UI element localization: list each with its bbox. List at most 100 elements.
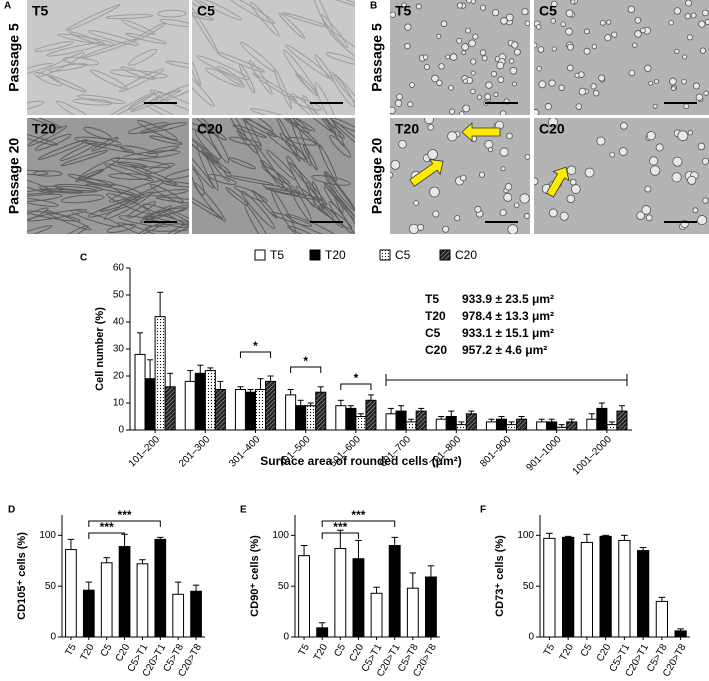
image-label: T5 [395, 3, 412, 19]
cell [192, 168, 205, 196]
image-label: T20 [32, 121, 56, 137]
cell [503, 192, 513, 202]
y-tick-label: 60 [113, 263, 125, 274]
cell [460, 174, 467, 182]
cell [90, 69, 128, 90]
cell [484, 93, 492, 101]
cell [407, 101, 414, 108]
cell [648, 80, 654, 86]
bar [425, 576, 437, 638]
bar [580, 541, 593, 638]
row-label: Passage 20 [6, 138, 22, 214]
cell [697, 142, 706, 151]
y-tick-label: 40 [113, 317, 125, 328]
cell [479, 49, 487, 56]
cell [429, 186, 440, 198]
cell [422, 54, 429, 60]
cell [524, 20, 530, 27]
bar [244, 391, 257, 431]
row-label: Passage 20 [369, 138, 385, 214]
cell [566, 165, 577, 175]
cell [551, 0, 558, 8]
cell [320, 14, 349, 49]
cell [144, 204, 189, 221]
cell [322, 0, 355, 8]
cell [470, 70, 476, 76]
bar [455, 424, 467, 431]
cell [499, 110, 507, 115]
error-bar [317, 386, 324, 393]
cell [251, 72, 298, 102]
cell [538, 80, 547, 89]
cell [67, 173, 112, 188]
stat-value: 933.9 ± 23.5 μm² [462, 292, 554, 306]
cell [295, 72, 318, 97]
image-label: T20 [395, 121, 419, 137]
cell [295, 185, 334, 219]
cell [65, 4, 121, 32]
cell [161, 180, 189, 188]
bar [415, 410, 427, 431]
bar [100, 562, 113, 638]
significance-bracket [239, 351, 272, 358]
cell [566, 194, 576, 204]
bar [616, 410, 628, 431]
cell [302, 144, 318, 171]
cell [640, 27, 646, 34]
cell [122, 150, 181, 160]
error-bar [608, 421, 615, 425]
error-bar [157, 291, 164, 317]
cell [27, 225, 53, 234]
cell [509, 66, 518, 75]
error-bar [187, 370, 194, 382]
cell [27, 125, 68, 147]
x-tick-label: T5 [542, 642, 558, 658]
cell [692, 82, 700, 90]
micrograph-content [27, 0, 189, 115]
cell [646, 131, 656, 141]
y-tick-label: 50 [113, 290, 125, 301]
y-tick-label: 10 [113, 398, 125, 409]
arrow [545, 166, 570, 198]
bar [365, 399, 377, 431]
cell [329, 31, 355, 70]
cell [534, 42, 538, 49]
bar [255, 389, 267, 431]
image-label: C5 [197, 3, 215, 19]
bar [395, 410, 407, 431]
cell [606, 19, 612, 25]
legend-label: T20 [325, 248, 346, 262]
cell [548, 118, 558, 128]
cell [149, 89, 189, 114]
error-bar [355, 539, 362, 559]
cell [500, 166, 506, 172]
cell [478, 171, 486, 178]
cell [201, 122, 227, 141]
error-bar [157, 536, 164, 540]
cell [127, 122, 169, 135]
cell [144, 162, 175, 175]
significance-label: *** [351, 508, 365, 522]
significance-label: * [303, 354, 308, 368]
legend-label: C20 [455, 248, 477, 262]
cell [27, 176, 55, 194]
cell [513, 48, 521, 56]
error-bar [300, 545, 308, 556]
cell [76, 94, 126, 104]
cell [632, 42, 638, 48]
significance-label: *** [333, 520, 347, 534]
cell [476, 94, 483, 100]
cell [506, 132, 513, 140]
cell [192, 0, 219, 53]
error-bar [217, 380, 224, 390]
cell [436, 79, 443, 86]
cell [537, 46, 545, 53]
cell [121, 19, 156, 36]
cell [27, 169, 49, 176]
error-bar [318, 622, 326, 628]
cell [578, 87, 587, 96]
bar [370, 592, 383, 638]
significance-label: *** [100, 520, 114, 534]
cell [404, 42, 411, 50]
cell [508, 58, 515, 64]
